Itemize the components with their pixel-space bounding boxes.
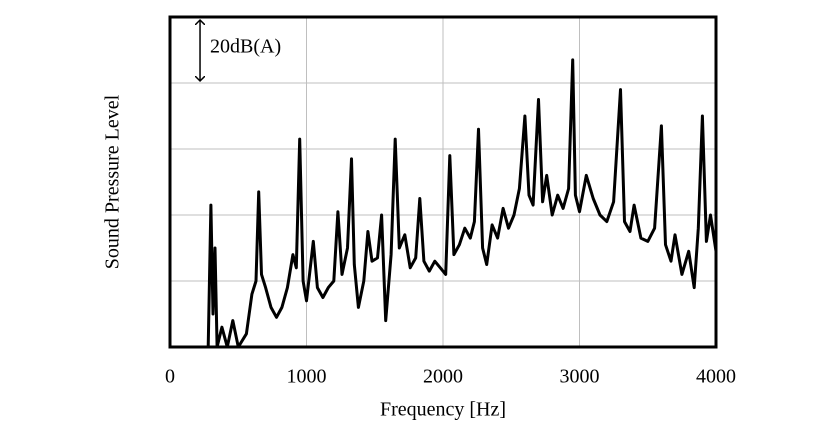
x-tick-label: 0	[165, 366, 175, 388]
x-tick-label: 3000	[560, 366, 600, 388]
x-axis-label: Frequency [Hz]	[380, 399, 506, 421]
x-tick-label: 1000	[287, 366, 327, 388]
plot	[206, 58, 716, 347]
x-tick-label: 2000	[423, 366, 463, 388]
plot-frame	[168, 15, 718, 349]
annotation-label: 20dB(A)	[210, 36, 281, 58]
spectrum-line	[206, 58, 716, 347]
y-axis-label: Sound Pressure Level	[102, 94, 124, 269]
x-tick-label: 4000	[696, 366, 736, 388]
